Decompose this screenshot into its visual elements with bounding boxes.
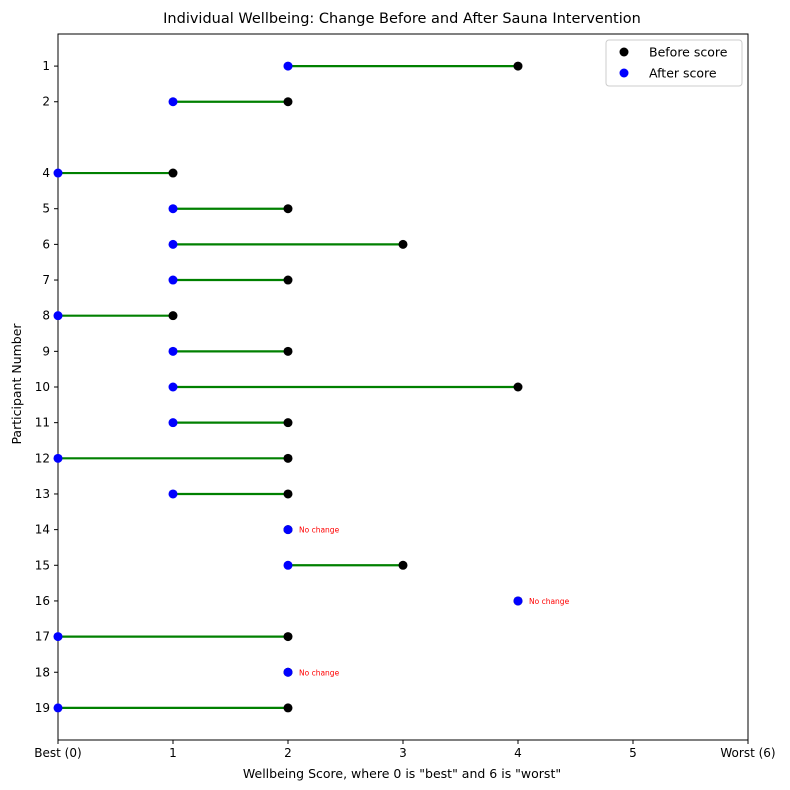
- plot-area: Best (0) 1 2 3 4 5 Worst (6)124567891011121314…: [34, 33, 776, 760]
- before-score-point: [283, 453, 293, 463]
- legend-marker: [619, 68, 629, 78]
- before-score-point: [283, 97, 293, 107]
- after-score-point: [168, 97, 178, 107]
- x-tick-label: 1: [169, 746, 177, 760]
- before-score-point: [283, 346, 293, 356]
- y-tick-label: 16: [35, 594, 50, 608]
- y-axis-label: Participant Number: [9, 323, 24, 445]
- x-tick-label: 5: [629, 746, 637, 760]
- after-score-point: [168, 346, 178, 356]
- legend-entry-label: After score: [649, 66, 717, 81]
- after-score-point: [53, 311, 63, 321]
- after-score-point: [283, 560, 293, 570]
- y-tick-label: 17: [35, 630, 50, 644]
- x-tick-label: 2: [284, 746, 292, 760]
- before-score-point: [513, 61, 523, 71]
- before-score-point: [168, 168, 178, 178]
- before-score-point: [398, 560, 408, 570]
- x-tick-label: 4: [514, 746, 522, 760]
- legend: Before score After score: [605, 39, 743, 87]
- after-score-point: [53, 453, 63, 463]
- before-score-point: [283, 418, 293, 428]
- y-tick-label: 7: [42, 273, 50, 287]
- y-tick-label: 18: [35, 665, 50, 679]
- y-tick-label: 10: [35, 380, 50, 394]
- no-change-annotation: No change: [299, 526, 340, 535]
- y-tick-label: 2: [42, 95, 50, 109]
- before-score-point: [168, 311, 178, 321]
- y-tick-label: 9: [42, 344, 50, 358]
- before-score-point: [283, 275, 293, 285]
- x-tick-label: 3: [399, 746, 407, 760]
- legend-box: [605, 39, 743, 87]
- y-tick-label: 13: [35, 487, 50, 501]
- y-tick-label: 11: [35, 416, 50, 430]
- y-tick-label: 12: [35, 451, 50, 465]
- after-score-point: [53, 168, 63, 178]
- y-tick-label: 5: [42, 202, 50, 216]
- y-tick-label: 14: [35, 523, 50, 537]
- after-score-point: [168, 382, 178, 392]
- after-score-point: [168, 489, 178, 499]
- after-score-point: [283, 525, 293, 535]
- after-score-point: [168, 239, 178, 249]
- after-score-point: [513, 596, 523, 606]
- before-score-point: [283, 489, 293, 499]
- x-tick-label: Worst (6): [720, 746, 775, 760]
- y-tick-label: 19: [35, 701, 50, 715]
- after-score-point: [53, 703, 63, 713]
- legend-marker: [619, 47, 629, 57]
- y-tick-label: 15: [35, 558, 50, 572]
- no-change-annotation: No change: [299, 668, 340, 677]
- y-tick-label: 1: [42, 59, 50, 73]
- after-score-point: [53, 632, 63, 642]
- before-score-point: [283, 204, 293, 214]
- x-tick-label: Best (0): [34, 746, 81, 760]
- before-score-point: [513, 382, 523, 392]
- y-tick-label: 6: [42, 237, 50, 251]
- no-change-annotation: No change: [529, 597, 570, 606]
- chart-title: Individual Wellbeing: Change Before and …: [163, 11, 641, 27]
- y-tick-label: 8: [42, 309, 50, 323]
- before-score-point: [283, 632, 293, 642]
- after-score-point: [168, 204, 178, 214]
- after-score-point: [168, 275, 178, 285]
- after-score-point: [283, 667, 293, 677]
- before-score-point: [283, 703, 293, 713]
- legend-entry-label: Before score: [649, 45, 728, 60]
- y-tick-label: 4: [42, 166, 50, 180]
- after-score-point: [168, 418, 178, 428]
- before-score-point: [398, 239, 408, 249]
- x-axis-label: Wellbeing Score, where 0 is "best" and 6…: [243, 766, 561, 781]
- after-score-point: [283, 61, 293, 71]
